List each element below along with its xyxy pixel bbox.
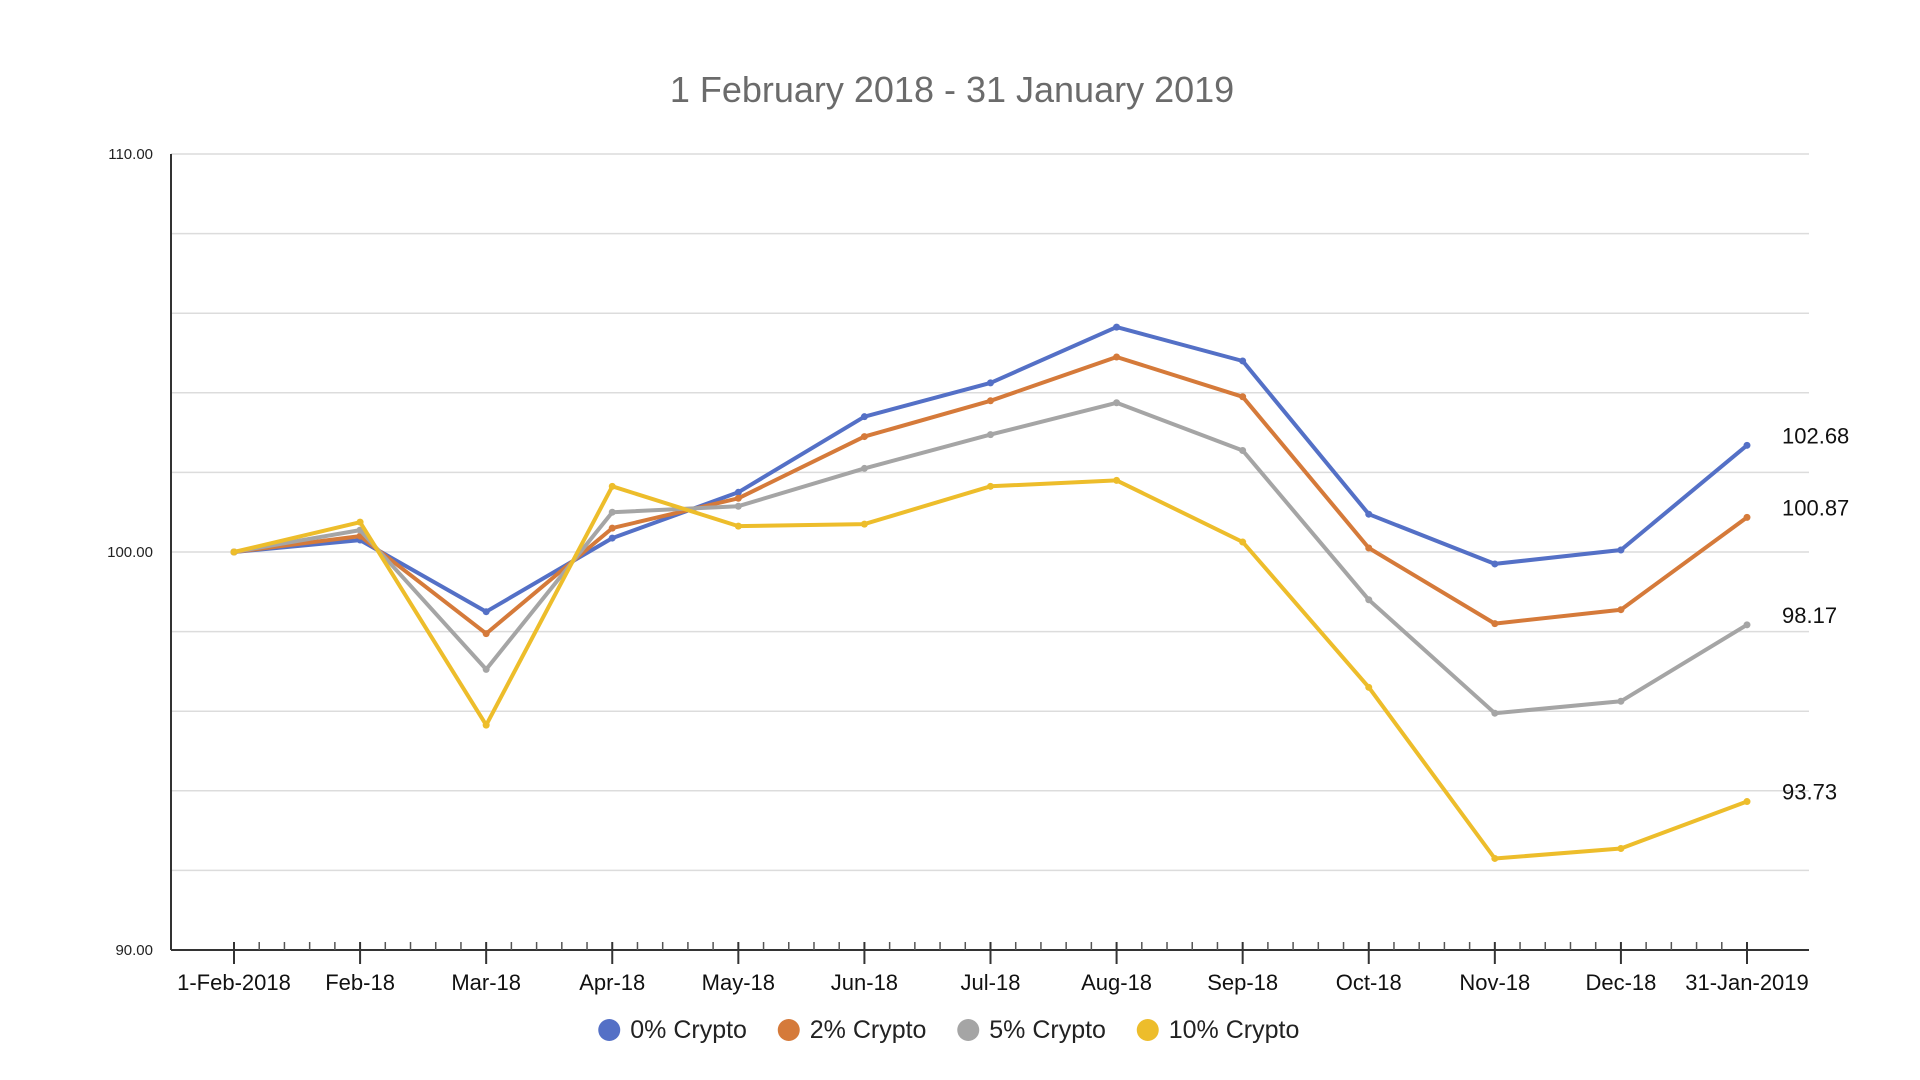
data-point [482,665,490,673]
end-value-label: 100.87 [1782,495,1849,520]
data-point [1743,441,1751,449]
data-point [1743,621,1751,629]
data-point [482,630,490,638]
x-tick-label: 1-Feb-2018 [177,970,291,995]
data-point [1239,393,1247,401]
data-point [987,482,994,490]
legend-marker [598,1019,621,1041]
end-value-label: 98.17 [1782,603,1837,628]
data-point [1491,854,1499,862]
x-tick-label: Nov-18 [1459,970,1530,995]
x-tick-label: Jun-18 [831,970,898,995]
data-point [482,608,490,616]
data-point [608,482,616,490]
legend-label: 0% Crypto [630,1016,747,1044]
chart-title: 1 February 2018 - 31 January 2019 [670,69,1234,110]
data-point [860,464,868,472]
data-point [987,379,994,387]
data-point [860,433,868,441]
legend-item-3[interactable]: 10% Crypto [1136,1016,1300,1044]
x-tick-label: 31-Jan-2019 [1685,970,1809,995]
data-point [1113,323,1121,331]
data-point [230,548,238,556]
x-tick-label: Mar-18 [451,970,521,995]
data-point [1617,606,1625,614]
legend-marker [1136,1019,1159,1041]
data-point [1743,798,1751,806]
data-point [1113,353,1121,361]
x-tick-label: May-18 [702,970,775,995]
legend-label: 5% Crypto [989,1016,1106,1044]
data-point [1617,697,1625,705]
legend-item-1[interactable]: 2% Crypto [777,1016,927,1044]
x-tick-label: Oct-18 [1336,970,1402,995]
x-tick-label: Apr-18 [579,970,645,995]
data-point [1239,538,1247,546]
x-tick-label: Feb-18 [325,970,395,995]
data-point [608,508,616,516]
end-value-label: 93.73 [1782,780,1837,805]
data-point [1113,399,1121,407]
gridlines [171,153,1809,872]
data-point [608,534,616,542]
end-value-label: 102.68 [1782,423,1849,448]
legend-marker [777,1019,800,1041]
axes: 90.00 100.00 110.00 1-Feb-2018 Feb-18 Mar-18 A… [107,146,1809,995]
series-line-3 [232,478,1749,861]
series-line-0 [232,325,1749,614]
data-point [987,397,994,405]
data-point [356,518,364,526]
data-point [1491,620,1499,628]
data-point [1239,357,1247,365]
y-tick-label: 90.00 [115,942,153,959]
legend-label: 10% Crypto [1169,1016,1300,1044]
data-point [1365,544,1373,552]
legend-item-2[interactable]: 5% Crypto [957,1016,1106,1044]
series-lines [230,323,1751,862]
legend-marker [957,1019,980,1041]
data-point [1239,447,1247,455]
data-labels: 102.68 100.87 98.17 93.73 [1782,423,1849,804]
data-point [734,488,742,496]
x-tick-label: Sep-18 [1207,970,1278,995]
data-point [608,524,616,532]
legend-label: 2% Crypto [810,1016,927,1044]
legend: 0% Crypto 2% Crypto 5% Crypto 10% Crypto [598,1016,1299,1044]
data-point [860,413,868,421]
series-line-2 [232,400,1749,716]
data-point [987,431,994,439]
data-point [734,494,742,502]
y-tick-label: 110.00 [108,146,153,163]
data-point [482,721,490,729]
data-point [1365,596,1373,604]
data-point [1491,709,1499,717]
data-point [734,522,742,530]
data-point [1617,845,1625,853]
data-point [860,520,868,528]
data-point [1365,683,1373,691]
data-point [1491,560,1499,568]
data-point [1617,546,1625,554]
x-tick-label: Aug-18 [1081,970,1152,995]
y-tick-label: 100.00 [107,544,153,561]
data-point [1743,513,1751,521]
data-point [734,502,742,510]
data-point [1365,510,1373,518]
legend-item-0[interactable]: 0% Crypto [598,1016,747,1044]
x-tick-label: Dec-18 [1585,970,1656,995]
x-tick-label: Jul-18 [961,970,1021,995]
data-point [1113,476,1121,484]
